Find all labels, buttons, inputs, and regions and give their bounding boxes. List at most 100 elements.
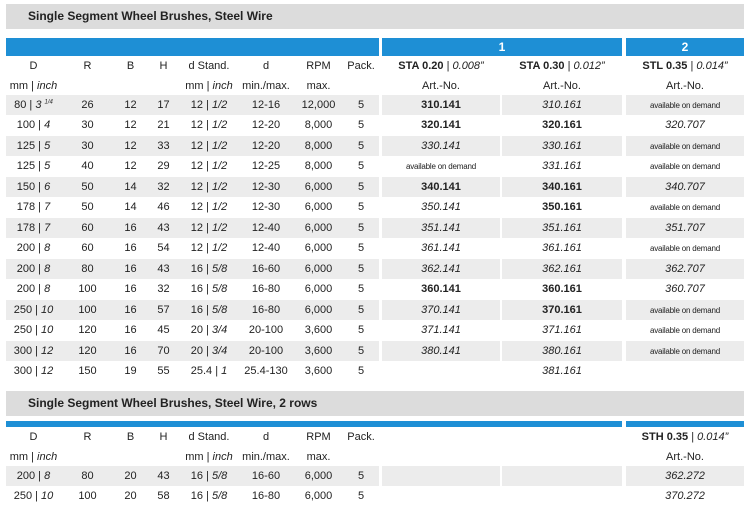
art-no: 310.141 — [421, 98, 461, 111]
cell-rpm-val: 6,000 — [304, 490, 333, 503]
art-no-label: Art.-No. — [666, 450, 704, 463]
col-subheader — [114, 447, 147, 466]
art-no: 320.141 — [421, 119, 461, 132]
d-mm: 250 — [13, 324, 33, 337]
cell-d-range-val: 12-16 — [251, 98, 281, 111]
cell-h: 55 — [147, 361, 180, 382]
art-no: 340.141 — [421, 180, 461, 193]
cell-d-range-val: 16-80 — [251, 283, 281, 296]
cell-pack: 5 — [343, 259, 379, 280]
cell-art-stl035: 360.707 — [626, 279, 744, 300]
cell-rpm: 8,000 — [294, 136, 343, 157]
d-mm: 80 — [14, 98, 27, 111]
cell-d-range: 12-20 — [238, 115, 294, 136]
d-inch: 8 — [44, 469, 51, 482]
cell-h: 46 — [147, 197, 180, 218]
cell-d-range-val: 12-25 — [251, 160, 281, 173]
cell-d-stand: 16 | 5/8 — [180, 279, 238, 300]
cell-h: 32 — [147, 177, 180, 198]
art-no-label: Art.-No. — [543, 79, 581, 92]
cell-pack-val: 5 — [357, 469, 365, 482]
cell-art-sta020 — [382, 361, 500, 382]
table-row: 200 | 8 60 16 54 12 | 1/2 12-40 6,000 5 361.141 3… — [6, 238, 744, 259]
cell-pack-val: 5 — [357, 262, 365, 275]
ds-mm: 12 — [190, 180, 203, 193]
cell-pack-val: 5 — [357, 324, 365, 337]
d-inch: 12 — [41, 344, 54, 357]
product-header: STH 0.35 | 0.014” — [626, 427, 744, 447]
cell-d-range: 25.4-130 — [238, 361, 294, 382]
cell-art-sta030: 362.161 — [502, 259, 622, 280]
cell-d-stand: 16 | 5/8 — [180, 466, 238, 487]
cell-art-sta020: 370.141 — [382, 300, 500, 321]
ds-inch: 5/8 — [211, 262, 228, 275]
cell-r-val: 100 — [78, 490, 97, 503]
cell-r: 50 — [61, 177, 114, 198]
ds-inch: 1/2 — [211, 201, 228, 214]
art-no: available on demand — [649, 203, 721, 213]
d-inch: 7 — [44, 221, 51, 234]
cell-b: 12 — [114, 95, 147, 116]
cell-art-sta030: 360.161 — [502, 279, 622, 300]
cell-r: 100 — [61, 279, 114, 300]
cell-empty — [382, 486, 500, 507]
art-no: 350.141 — [421, 201, 461, 214]
cell-b-val: 20 — [124, 469, 137, 482]
art-no: available on demand — [649, 305, 721, 315]
cell-rpm: 6,000 — [294, 177, 343, 198]
col-header: d — [262, 431, 270, 443]
col-header: RPM — [306, 431, 331, 443]
cell-art-sta030: 371.161 — [502, 320, 622, 341]
cell-r-val: 80 — [81, 262, 94, 275]
col-header-cell: d — [238, 427, 294, 447]
art-no: 310.161 — [542, 98, 582, 111]
cell-d-range-val: 12-30 — [251, 201, 281, 214]
cell-r-val: 40 — [81, 160, 94, 173]
cell-art-stl035: 340.707 — [626, 177, 744, 198]
cell-r: 80 — [61, 466, 114, 487]
col-subheader: max. — [294, 76, 343, 95]
cell-b-val: 16 — [124, 324, 137, 337]
d-inch: 10 — [41, 303, 54, 316]
cell-pack: 5 — [343, 279, 379, 300]
col-subheader — [114, 76, 147, 95]
cell-pack: 5 — [343, 300, 379, 321]
cell-r-val: 50 — [81, 201, 94, 214]
ds-inch: 3/4 — [211, 324, 228, 337]
table-row: 100 | 4 30 12 21 12 | 1/2 12-20 8,000 5 320.141 3… — [6, 115, 744, 136]
col-header: D — [29, 60, 38, 72]
cell-b-val: 16 — [124, 283, 137, 296]
col-subheader-text: min./max. — [242, 79, 290, 92]
cell-art-sta020: available on demand — [382, 156, 500, 177]
cell-b: 16 — [114, 341, 147, 362]
cell-h: 57 — [147, 300, 180, 321]
cell-art-sta020: 380.141 — [382, 341, 500, 362]
cell-art-sta020: 362.141 — [382, 259, 500, 280]
art-no: available on demand — [649, 100, 721, 110]
cell-rpm-val: 6,000 — [304, 303, 333, 316]
art-no: available on demand — [405, 162, 477, 172]
ds-mm: 12 — [190, 201, 203, 214]
cell-rpm: 6,000 — [294, 197, 343, 218]
col-header-cell: Pack. — [343, 427, 379, 447]
art-no-header: Art.-No. — [502, 76, 622, 95]
cell-art-sta020: 330.141 — [382, 136, 500, 157]
col-subheader — [61, 76, 114, 95]
cell-h: 29 — [147, 156, 180, 177]
ds-inch: 5/8 — [211, 490, 228, 503]
cell-rpm: 3,600 — [294, 320, 343, 341]
col-header: R — [83, 60, 92, 72]
cell-art-sta030: 340.161 — [502, 177, 622, 198]
ds-mm: 12 — [190, 98, 203, 111]
product-spec: 0.014” — [697, 431, 729, 443]
cell-b-val: 12 — [124, 160, 137, 173]
cell-art-sta030: 361.161 — [502, 238, 622, 259]
col-subheader: mm | inch — [6, 447, 61, 466]
cell-b-val: 14 — [124, 201, 137, 214]
col-subheader — [61, 447, 114, 466]
d-mm: 178 — [16, 201, 36, 214]
col-header: H — [159, 60, 168, 72]
d-inch: 7 — [44, 201, 51, 214]
cell-b-val: 12 — [124, 119, 137, 132]
cell-b-val: 16 — [124, 262, 137, 275]
